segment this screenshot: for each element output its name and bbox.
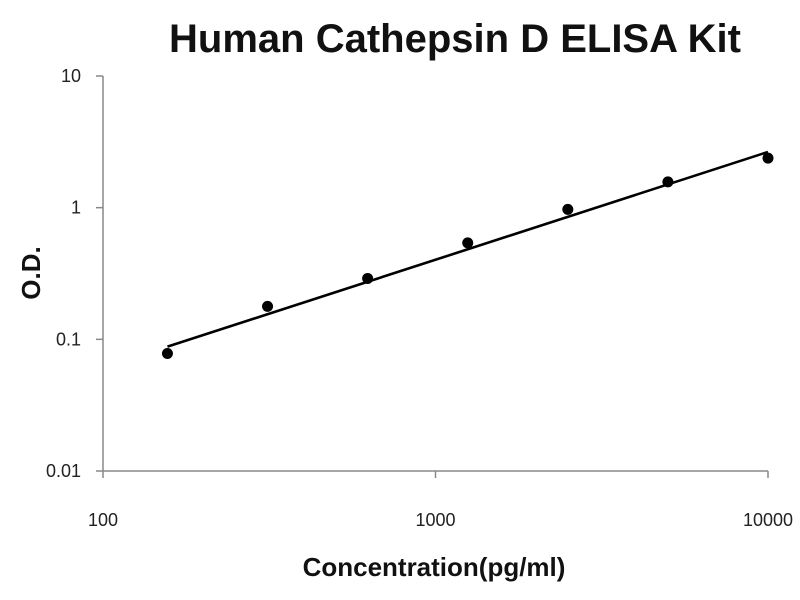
x-axis-title: Concentration(pg/ml) [303,552,566,582]
y-tick-label: 10 [61,66,81,86]
data-point [662,176,674,188]
x-tick-label: 10000 [743,510,793,530]
plot-area [161,150,774,360]
y-ticks: 0.01 0.1 1 10 [46,66,103,481]
data-point [762,152,774,164]
data-point [161,348,173,360]
y-tick-label: 0.1 [56,329,81,349]
x-tick-label: 1000 [415,510,455,530]
fit-line [167,150,769,348]
x-ticks: 100 1000 10000 [88,471,793,530]
axes [102,76,768,472]
data-point [262,300,274,312]
data-point [562,203,574,215]
data-point [462,237,474,249]
y-tick-label: 0.01 [46,461,81,481]
chart-title: Human Cathepsin D ELISA Kit [169,17,741,61]
data-point [362,272,374,284]
x-tick-label: 100 [88,510,118,530]
y-axis-title: O.D. [16,246,46,299]
y-tick-label: 1 [71,198,81,218]
